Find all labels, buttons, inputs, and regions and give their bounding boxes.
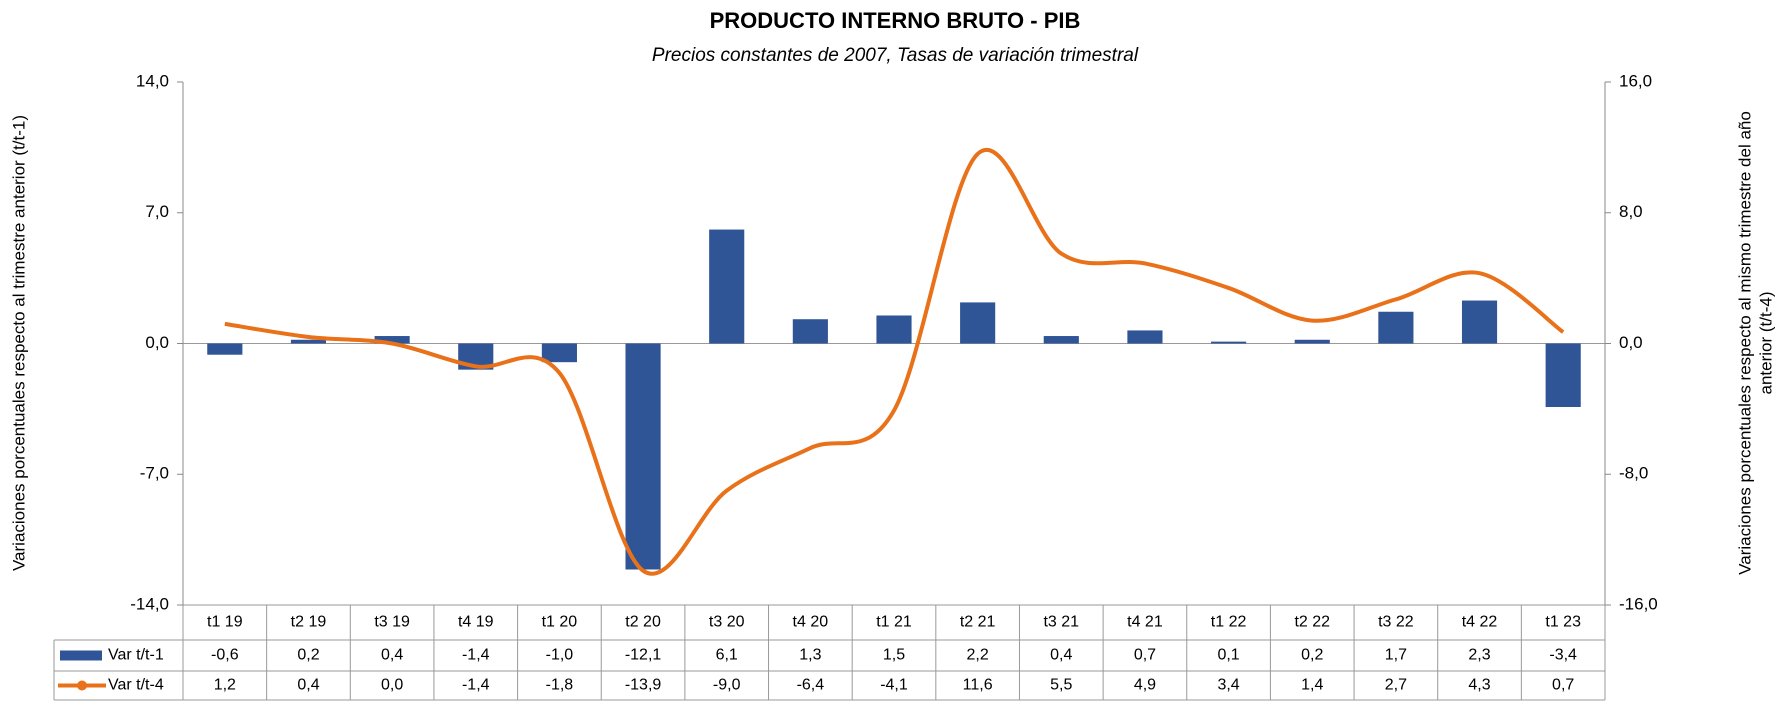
x-tick-label: t1 19 [207,614,243,631]
table-value: 0,2 [1301,647,1323,664]
table-value: 1,7 [1385,647,1407,664]
bar [876,315,912,344]
table-value: 1,2 [214,677,236,694]
bar [1378,311,1414,344]
table-value: 1,4 [1301,677,1323,694]
table-value: -9,0 [713,677,741,694]
y2-tick-label: 0,0 [1619,333,1643,352]
bar [1294,339,1330,344]
bar [290,339,327,344]
table-value: 11,6 [963,677,993,694]
bar [709,229,745,344]
table-value: -4,1 [880,677,908,694]
y2-axis-label: anterior (t/t-4) [1756,292,1775,395]
table-value: -0,6 [211,647,239,664]
x-tick-label: t1 21 [876,614,912,631]
table-value: 2,7 [1385,677,1407,694]
y2-tick-label: -8,0 [1619,464,1648,483]
line [224,148,1565,576]
y-tick-label: 7,0 [145,202,169,221]
table-value: 2,2 [967,647,989,664]
y2-tick-label: -16,0 [1619,594,1658,613]
table-value: 0,0 [381,677,403,694]
legend-swatch [60,650,102,661]
x-tick-label: t2 22 [1294,614,1330,631]
bar [625,343,661,570]
bar [1461,300,1498,344]
table-value: 2,3 [1468,647,1490,664]
table-value: 0,1 [1217,647,1239,664]
x-tick-label: t2 20 [625,614,661,631]
x-tick-label: t1 23 [1545,614,1581,631]
table-value: 0,4 [297,677,319,694]
y2-tick-label: 8,0 [1619,202,1643,221]
y-axis-label: Variaciones porcentuales respecto al tri… [9,115,28,571]
bar [792,319,828,344]
table-value: -1,4 [462,677,490,694]
table-value: -1,8 [546,677,574,694]
table-value: 4,9 [1134,677,1156,694]
table-value: 5,5 [1050,677,1072,694]
table-value: 0,4 [381,647,403,664]
legend-marker [77,680,87,691]
y-tick-label: -14,0 [130,594,169,613]
table-value: 6,1 [716,647,738,664]
table-value: -6,4 [797,677,825,694]
chart-title: PRODUCTO INTERNO BRUTO - PIB [710,8,1081,33]
y-tick-label: -7,0 [140,464,169,483]
bar [1127,330,1163,344]
bar [541,343,577,363]
y2-tick-label: 16,0 [1619,71,1652,90]
x-tick-label: t1 20 [542,614,578,631]
x-tick-label: t2 21 [960,614,996,631]
x-tick-label: t4 21 [1127,614,1163,631]
chart-subtitle: Precios constantes de 2007, Tasas de var… [652,45,1139,66]
table-value: 1,3 [799,647,821,664]
table-value: -1,4 [462,647,490,664]
table-value: 0,7 [1552,677,1574,694]
bar [207,343,243,355]
x-tick-label: t4 20 [793,614,829,631]
y2-axis-label: Variaciones porcentuales respecto al mis… [1735,111,1754,575]
bar [1545,343,1581,408]
x-tick-label: t4 22 [1462,614,1498,631]
x-tick-label: t3 19 [374,614,410,631]
table-value: 3,4 [1217,677,1239,694]
x-tick-label: t1 22 [1211,614,1247,631]
y-tick-label: 0,0 [145,333,169,352]
table-value: -1,0 [546,647,574,664]
bar [374,336,410,344]
table-value: -12,1 [625,647,662,664]
legend-label: Var t/t-1 [108,647,164,664]
table-value: 0,7 [1134,647,1156,664]
legend-label: Var t/t-4 [108,677,164,694]
x-tick-label: t2 19 [291,614,327,631]
table-value: 4,3 [1468,677,1490,694]
x-tick-label: t3 21 [1043,614,1079,631]
bar [960,302,996,344]
table-value: -13,9 [625,677,662,694]
x-tick-label: t3 20 [709,614,745,631]
table-value: 0,4 [1050,647,1072,664]
bar [1211,341,1247,344]
table-value: 0,2 [297,647,319,664]
x-tick-label: t3 22 [1378,614,1414,631]
table-value: 1,5 [883,647,905,664]
bar [1043,336,1079,344]
x-tick-label: t4 19 [458,614,494,631]
table-value: -3,4 [1549,647,1577,664]
y-tick-label: 14,0 [136,71,169,90]
